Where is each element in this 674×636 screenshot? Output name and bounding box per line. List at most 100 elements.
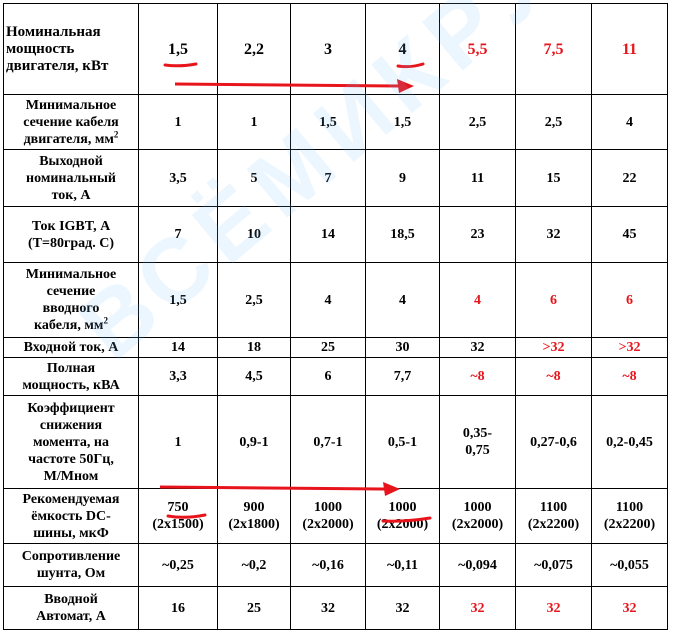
cell-value: 25: [247, 600, 261, 616]
table-cell: >32: [591, 337, 668, 358]
cell-value: 1: [174, 114, 182, 130]
table-cell: 30: [365, 337, 440, 358]
row-label-text: вводного: [42, 301, 100, 316]
cell-value: 25: [321, 340, 335, 355]
table-cell: 4: [591, 94, 668, 150]
row-label-text: двигателя, мм: [23, 131, 114, 147]
row-label: Сопротивление шунта, Ом: [3, 543, 139, 587]
cell-value: 6: [550, 292, 557, 308]
table-row: Рекомендуемая ёмкость DC-шины, мкФ 750 (2x1…: [3, 488, 668, 544]
table-cell: 0,35- 0,75: [439, 395, 516, 489]
cell-value: (2x1500): [152, 517, 204, 532]
table-cell: 750 (2x1500): [138, 488, 218, 544]
cell-value: 32: [546, 600, 561, 616]
table-row: Вводной Автомат, А 16 25 32 32 32 32 32: [3, 586, 668, 630]
cell-value: 4: [324, 292, 332, 308]
cell-value: 6: [626, 292, 633, 308]
power-value: 2,2: [244, 40, 264, 58]
cell-value: 7: [324, 170, 332, 186]
row-label-text: момента, на: [32, 434, 109, 450]
cell-value: ~8: [470, 369, 485, 384]
cell-value: 14: [171, 340, 185, 355]
table-cell: 1: [138, 395, 218, 489]
cell-value: ~8: [622, 369, 637, 384]
row-label-text: Вводной: [44, 592, 98, 607]
cell-value: 22: [622, 170, 637, 186]
cell-value: 2,5: [544, 114, 563, 130]
row-label-text: Ток IGBT, А: [31, 218, 111, 234]
table-cell: 1100 (2x2200): [515, 488, 592, 544]
cell-value: ~0,25: [162, 557, 194, 573]
table-cell: 7: [138, 206, 218, 263]
cell-value: ~0,094: [458, 557, 497, 573]
row-label: Вводной Автомат, А: [3, 586, 139, 630]
cell-value: 9: [399, 170, 406, 186]
table-cell: 4,5: [217, 357, 291, 396]
table-cell: 16: [138, 586, 218, 630]
cell-value: 14: [321, 227, 335, 242]
row-label: Коэффициент снижения момента, на частоте 50…: [3, 395, 139, 489]
row-label-text: шунта, Ом: [36, 566, 106, 581]
table-cell: 9: [365, 149, 440, 207]
table-cell: 18,5: [365, 206, 440, 263]
row-label-text: Минимальное: [25, 267, 117, 282]
row-label: Ток IGBT, А (Т=80град. С): [3, 206, 139, 263]
table-cell: 10: [217, 206, 291, 263]
table-cell: 6: [290, 357, 366, 396]
table-cell: 14: [290, 206, 366, 263]
cell-value: 5: [250, 170, 258, 186]
cell-value: 11: [470, 170, 485, 186]
table-cell: 45: [591, 206, 668, 263]
table-cell: 4: [365, 262, 440, 338]
table-cell: ~8: [515, 357, 592, 396]
row-label: Минимальное сечение кабеля двигателя, мм2: [3, 94, 139, 150]
cell-value: 1: [250, 114, 258, 130]
table-cell: 1,5: [290, 94, 366, 150]
table-cell: 15: [515, 149, 592, 207]
power-value: 3: [324, 40, 332, 58]
cell-value: 1000: [314, 500, 342, 515]
header-power-cell: 3: [290, 3, 366, 95]
table-cell: 0,27-0,6: [515, 395, 592, 489]
table-row: Минимальное сечение вводного кабеля, мм2 1,5…: [3, 262, 668, 338]
table-cell: 1: [138, 94, 218, 150]
cell-value: 7,7: [393, 369, 412, 384]
cell-value: 18: [247, 340, 261, 355]
table-cell: 18: [217, 337, 291, 358]
header-power-cell: 2,2: [217, 3, 291, 95]
row-label-text: Автомат, А: [36, 609, 106, 624]
cell-value: 7: [174, 227, 182, 242]
row-label-text: номинальный: [26, 170, 116, 186]
cell-value: 900: [243, 500, 265, 515]
cell-value: (2x1800): [228, 517, 280, 532]
table-cell: 6: [591, 262, 668, 338]
cell-value: 32: [395, 600, 410, 616]
table-cell: 0,5-1: [365, 395, 440, 489]
cell-value: 30: [395, 340, 410, 355]
table-cell: 32: [439, 337, 516, 358]
row-label-text: частоте 50Гц,: [28, 451, 114, 467]
cell-value: 6: [324, 369, 332, 384]
table-cell: >32: [515, 337, 592, 358]
table-cell: 0,2-0,45: [591, 395, 668, 489]
table-cell: 1: [217, 94, 291, 150]
cell-value: ~0,2: [241, 557, 267, 573]
cell-value: (2x2000): [302, 517, 354, 532]
cell-value: 1,5: [169, 292, 187, 308]
table-cell: 1000 (2x2000): [290, 488, 366, 544]
table-cell: 3,3: [138, 357, 218, 396]
power-value: 7,5: [543, 40, 564, 58]
cell-value: ~0,055: [610, 557, 649, 573]
table-cell: ~0,2: [217, 543, 291, 587]
row-label-text: ток, А: [51, 187, 91, 203]
row-label-text: Входной ток, А: [23, 340, 119, 355]
row-label-text: ёмкость DC-: [31, 508, 111, 524]
table-cell: 23: [439, 206, 516, 263]
cell-value: 1: [174, 434, 182, 450]
table-cell: ~0,075: [515, 543, 592, 587]
row-label-text: сечение кабеля: [23, 114, 119, 130]
cell-value: (2x2000): [451, 517, 504, 532]
header-power-cell: 1,5: [138, 3, 218, 95]
cell-value: 4: [474, 292, 481, 308]
